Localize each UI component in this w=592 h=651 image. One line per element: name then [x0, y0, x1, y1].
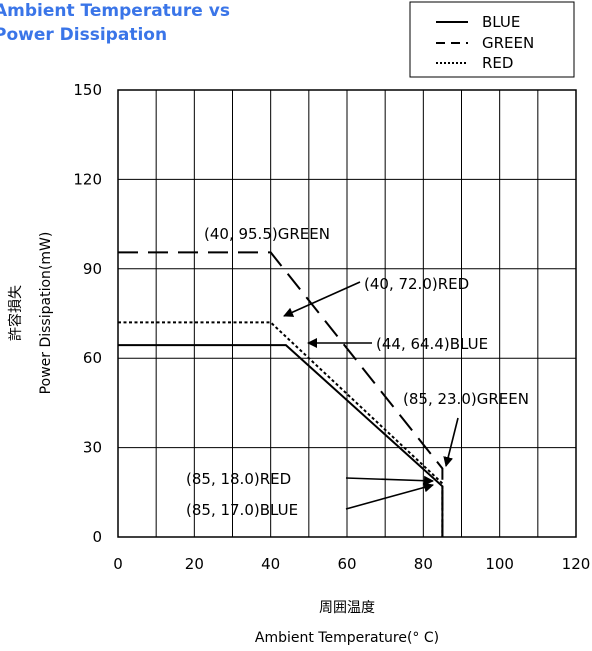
- x-axis-label-jp: 周囲温度: [319, 600, 375, 616]
- series-line-blue: [118, 344, 444, 537]
- annotation-green-knee: (40, 95.5)GREEN: [204, 225, 330, 243]
- grid: [118, 90, 576, 537]
- legend-label-red: RED: [482, 54, 513, 72]
- plot-frame: [117, 89, 577, 538]
- x-tick-label: 60: [337, 555, 356, 573]
- series-group: [118, 251, 444, 537]
- y-tick-label: 120: [73, 170, 102, 188]
- chart-title-line-1: Ambient Temperature vs: [0, 1, 230, 21]
- annotations: (40, 95.5)GREEN (40, 72.0)RED (44, 64.4)…: [186, 225, 529, 519]
- series-line-red: [118, 321, 444, 537]
- x-tick-label: 100: [485, 555, 514, 573]
- arrow-red-end: [345, 475, 434, 486]
- chart-title-line-2: Power Dissipation: [0, 25, 167, 45]
- arrow-blue-end: [345, 482, 434, 510]
- legend-label-blue: BLUE: [482, 13, 520, 31]
- arrow-red-knee: [283, 281, 361, 317]
- y-tick-label: 150: [73, 81, 102, 99]
- y-axis-label-jp: 許容損失: [7, 285, 24, 341]
- annotation-green-end: (85, 23.0)GREEN: [403, 390, 529, 408]
- x-tick-label: 20: [185, 555, 204, 573]
- annotation-red-knee: (40, 72.0)RED: [364, 275, 469, 293]
- y-tick-label: 30: [83, 439, 102, 457]
- y-tick-label: 0: [92, 528, 102, 546]
- x-tick-label: 40: [261, 555, 280, 573]
- annotation-red-end: (85, 18.0)RED: [186, 470, 291, 488]
- annotation-blue-knee: (44, 64.4)BLUE: [376, 335, 488, 353]
- legend: BLUE GREEN RED: [409, 1, 575, 78]
- annotation-blue-end: (85, 17.0)BLUE: [186, 501, 298, 519]
- x-tick-label: 120: [562, 555, 591, 573]
- legend-label-green: GREEN: [482, 34, 534, 52]
- legend-box: [409, 1, 575, 78]
- x-axis-label: Ambient Temperature(° C): [255, 630, 439, 646]
- y-tick-label: 90: [83, 260, 102, 278]
- tick-labels: 0 20 40 60 80 100 120 0 30 60 90 120 150: [73, 81, 590, 573]
- y-axis-label: Power Dissipation(mW): [38, 232, 54, 395]
- y-tick-label: 60: [83, 349, 102, 367]
- arrow-green-end: [443, 417, 459, 467]
- series-line-green: [118, 251, 444, 537]
- x-tick-label: 0: [113, 555, 123, 573]
- x-tick-label: 80: [414, 555, 433, 573]
